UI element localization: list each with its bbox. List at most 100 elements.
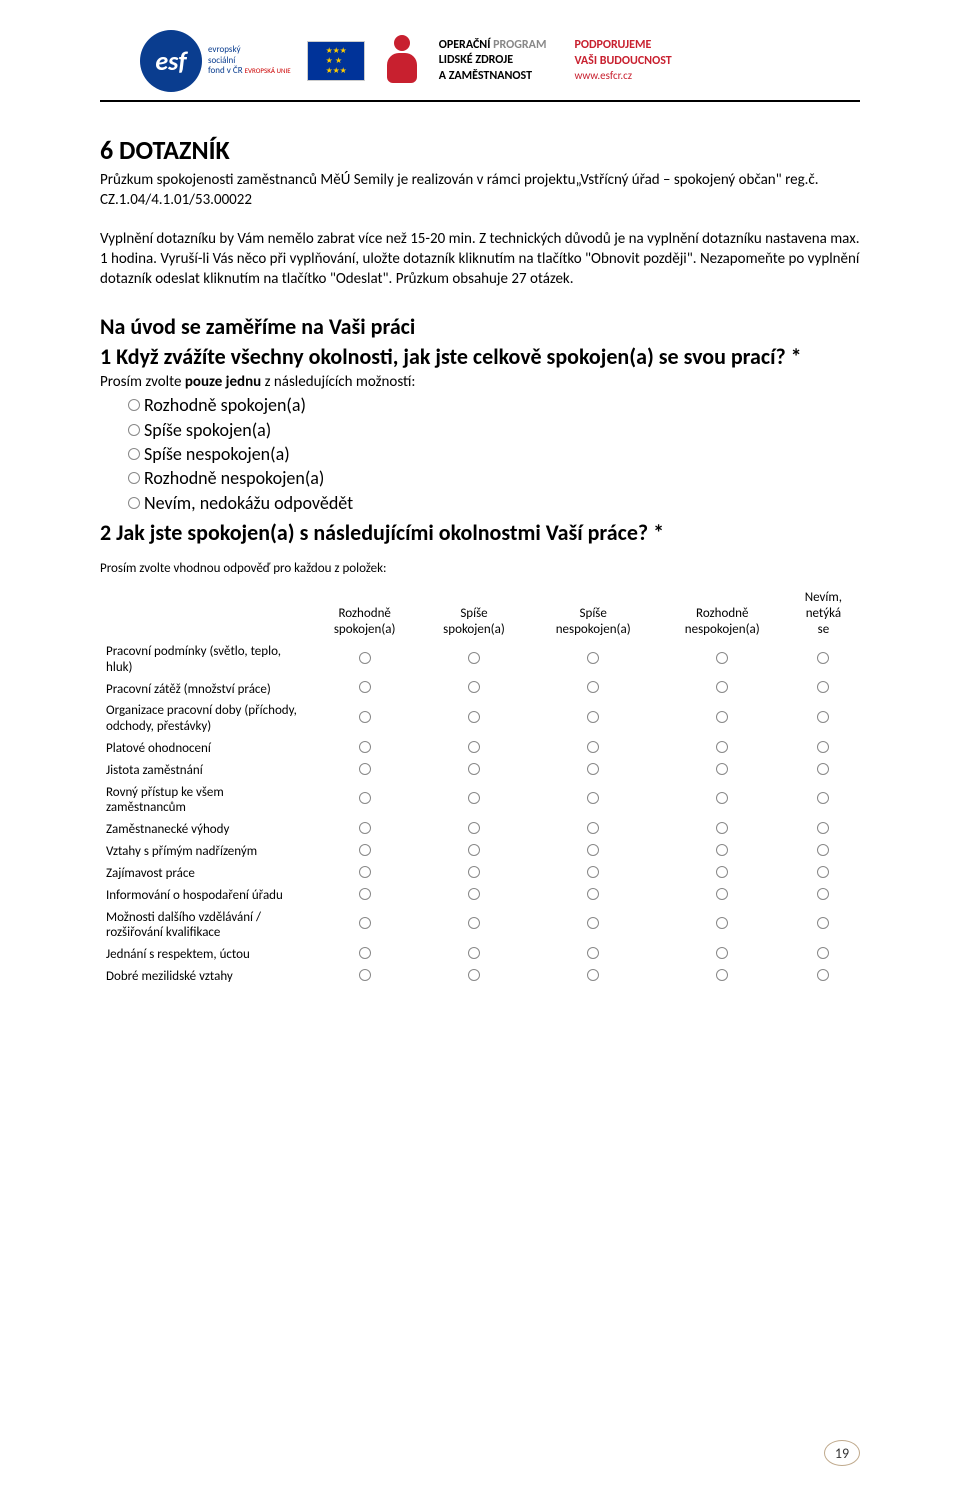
matrix-cell[interactable] (310, 738, 419, 760)
radio-icon[interactable] (359, 763, 371, 775)
radio-icon[interactable] (587, 763, 599, 775)
radio-icon[interactable] (359, 844, 371, 856)
radio-icon[interactable] (817, 763, 829, 775)
matrix-cell[interactable] (419, 738, 528, 760)
radio-icon[interactable] (468, 822, 480, 834)
matrix-cell[interactable] (658, 760, 787, 782)
radio-icon[interactable] (468, 866, 480, 878)
matrix-cell[interactable] (310, 641, 419, 678)
matrix-cell[interactable] (658, 885, 787, 907)
matrix-cell[interactable] (658, 966, 787, 988)
matrix-cell[interactable] (658, 863, 787, 885)
matrix-cell[interactable] (787, 885, 860, 907)
option-row[interactable]: Rozhodně spokojen(a) (128, 393, 860, 417)
radio-icon[interactable] (716, 681, 728, 693)
matrix-cell[interactable] (419, 885, 528, 907)
option-row[interactable]: Nevím, nedokážu odpovědět (128, 491, 860, 515)
matrix-cell[interactable] (419, 641, 528, 678)
matrix-cell[interactable] (658, 700, 787, 737)
matrix-cell[interactable] (529, 738, 658, 760)
radio-icon[interactable] (359, 792, 371, 804)
matrix-cell[interactable] (787, 863, 860, 885)
radio-icon[interactable] (716, 917, 728, 929)
radio-icon[interactable] (716, 711, 728, 723)
radio-icon[interactable] (359, 947, 371, 959)
radio-icon[interactable] (468, 711, 480, 723)
matrix-cell[interactable] (529, 641, 658, 678)
matrix-cell[interactable] (787, 944, 860, 966)
matrix-cell[interactable] (419, 760, 528, 782)
matrix-cell[interactable] (787, 819, 860, 841)
radio-icon[interactable] (359, 741, 371, 753)
radio-icon[interactable] (359, 681, 371, 693)
matrix-cell[interactable] (419, 907, 528, 944)
matrix-cell[interactable] (787, 700, 860, 737)
matrix-cell[interactable] (529, 863, 658, 885)
radio-icon[interactable] (716, 866, 728, 878)
matrix-cell[interactable] (310, 841, 419, 863)
radio-icon[interactable] (716, 652, 728, 664)
radio-icon[interactable] (716, 844, 728, 856)
matrix-cell[interactable] (310, 760, 419, 782)
radio-icon[interactable] (817, 888, 829, 900)
matrix-cell[interactable] (529, 944, 658, 966)
matrix-cell[interactable] (529, 841, 658, 863)
radio-icon[interactable] (468, 947, 480, 959)
matrix-cell[interactable] (529, 782, 658, 819)
radio-icon[interactable] (587, 711, 599, 723)
radio-icon[interactable] (468, 792, 480, 804)
matrix-cell[interactable] (658, 641, 787, 678)
radio-icon[interactable] (468, 763, 480, 775)
matrix-cell[interactable] (529, 907, 658, 944)
radio-icon[interactable] (817, 792, 829, 804)
radio-icon[interactable] (817, 652, 829, 664)
radio-icon[interactable] (468, 888, 480, 900)
radio-icon[interactable] (128, 424, 140, 436)
matrix-cell[interactable] (529, 885, 658, 907)
matrix-cell[interactable] (658, 841, 787, 863)
radio-icon[interactable] (359, 866, 371, 878)
radio-icon[interactable] (587, 969, 599, 981)
radio-icon[interactable] (716, 763, 728, 775)
radio-icon[interactable] (716, 888, 728, 900)
radio-icon[interactable] (587, 792, 599, 804)
option-row[interactable]: Rozhodně nespokojen(a) (128, 466, 860, 490)
matrix-cell[interactable] (658, 907, 787, 944)
radio-icon[interactable] (817, 822, 829, 834)
matrix-cell[interactable] (310, 819, 419, 841)
matrix-cell[interactable] (787, 841, 860, 863)
matrix-cell[interactable] (310, 700, 419, 737)
matrix-cell[interactable] (310, 944, 419, 966)
matrix-cell[interactable] (658, 819, 787, 841)
matrix-cell[interactable] (310, 885, 419, 907)
radio-icon[interactable] (817, 969, 829, 981)
radio-icon[interactable] (468, 741, 480, 753)
matrix-cell[interactable] (787, 641, 860, 678)
radio-icon[interactable] (587, 652, 599, 664)
option-row[interactable]: Spíše spokojen(a) (128, 418, 860, 442)
matrix-cell[interactable] (310, 966, 419, 988)
radio-icon[interactable] (587, 844, 599, 856)
radio-icon[interactable] (359, 711, 371, 723)
matrix-cell[interactable] (310, 782, 419, 819)
radio-icon[interactable] (128, 497, 140, 509)
matrix-cell[interactable] (419, 700, 528, 737)
radio-icon[interactable] (468, 681, 480, 693)
matrix-cell[interactable] (658, 738, 787, 760)
matrix-cell[interactable] (658, 944, 787, 966)
radio-icon[interactable] (817, 844, 829, 856)
radio-icon[interactable] (128, 399, 140, 411)
matrix-cell[interactable] (419, 944, 528, 966)
radio-icon[interactable] (468, 844, 480, 856)
matrix-cell[interactable] (787, 907, 860, 944)
matrix-cell[interactable] (419, 678, 528, 700)
radio-icon[interactable] (817, 947, 829, 959)
radio-icon[interactable] (587, 888, 599, 900)
matrix-cell[interactable] (529, 678, 658, 700)
radio-icon[interactable] (359, 969, 371, 981)
radio-icon[interactable] (587, 917, 599, 929)
matrix-cell[interactable] (310, 863, 419, 885)
matrix-cell[interactable] (310, 907, 419, 944)
radio-icon[interactable] (468, 969, 480, 981)
radio-icon[interactable] (817, 681, 829, 693)
